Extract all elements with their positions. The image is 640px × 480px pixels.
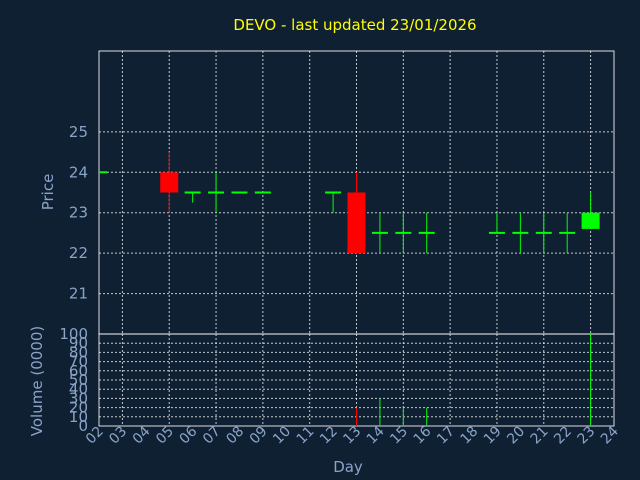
price-tick-label: 21	[69, 285, 88, 303]
volume-axis-label: Volume (0000)	[28, 326, 46, 436]
day-tick-label: 14	[364, 423, 388, 447]
day-tick-label: 24	[598, 423, 622, 447]
volume-tick-label: 0	[78, 417, 88, 435]
price-tick-label: 25	[69, 123, 88, 141]
day-tick-label: 23	[574, 424, 598, 448]
x-axis-label: Day	[333, 458, 363, 476]
candle	[559, 212, 576, 254]
day-tick-label: 03	[106, 424, 130, 448]
volume-tick-label: 10	[69, 408, 88, 426]
volume-tick-label: 80	[69, 343, 88, 361]
day-tick-label: 10	[270, 424, 294, 448]
day-tick-label: 12	[317, 424, 341, 448]
candles	[99, 152, 600, 254]
volume-tick-label: 70	[69, 353, 88, 371]
day-tick-label: 17	[434, 424, 458, 448]
price-tick-labels: 21 22 23 24 25	[69, 123, 88, 303]
day-tick-label: 16	[411, 423, 435, 447]
day-tick-label: 07	[200, 424, 224, 448]
day-tick-label: 09	[247, 424, 271, 448]
candle	[160, 152, 179, 213]
day-tick-label: 20	[504, 424, 528, 448]
day-tick-label: 22	[551, 424, 575, 448]
candle-body	[160, 172, 179, 193]
candle	[325, 191, 342, 213]
price-tick-label: 23	[69, 204, 88, 222]
day-tick-label: 11	[294, 424, 318, 448]
volume-tick-label: 20	[69, 399, 88, 417]
day-tick-label: 08	[223, 424, 247, 448]
day-tick-labels: 02 03 04 05 06 07 08 09 10 11 12 13 14 15 16 17 18 19 20 21…	[83, 423, 622, 447]
candle	[184, 191, 201, 203]
day-tick-label: 19	[481, 424, 505, 448]
candle	[581, 192, 600, 229]
day-tick-label: 15	[387, 424, 411, 448]
candle	[347, 172, 366, 254]
candle-body	[581, 212, 600, 229]
day-tick-label: 06	[177, 423, 201, 447]
price-tick-label: 24	[69, 163, 88, 181]
candle	[418, 212, 435, 254]
volume-tick-label: 90	[69, 334, 88, 352]
price-tick-label: 22	[69, 244, 88, 262]
volume-tick-label: 30	[69, 389, 88, 407]
volume-tick-label: 50	[69, 371, 88, 389]
candle	[395, 212, 412, 254]
candle	[371, 212, 388, 254]
candle	[208, 172, 225, 213]
day-tick-label: 18	[457, 424, 481, 448]
candle	[535, 212, 552, 254]
candle	[512, 212, 529, 254]
candle	[488, 212, 505, 234]
candle-body	[347, 192, 366, 254]
day-tick-label: 21	[528, 424, 552, 448]
chart-title: DEVO - last updated 23/01/2026	[233, 16, 476, 34]
volume-tick-label: 40	[69, 380, 88, 398]
volume-tick-label: 60	[69, 362, 88, 380]
y-axis-label: Price	[39, 174, 57, 211]
day-tick-label: 13	[340, 424, 364, 448]
day-tick-label: 04	[130, 423, 154, 447]
day-tick-label: 05	[153, 424, 177, 448]
volume-tick-label: 100	[59, 325, 88, 343]
volume-bars	[356, 334, 592, 426]
